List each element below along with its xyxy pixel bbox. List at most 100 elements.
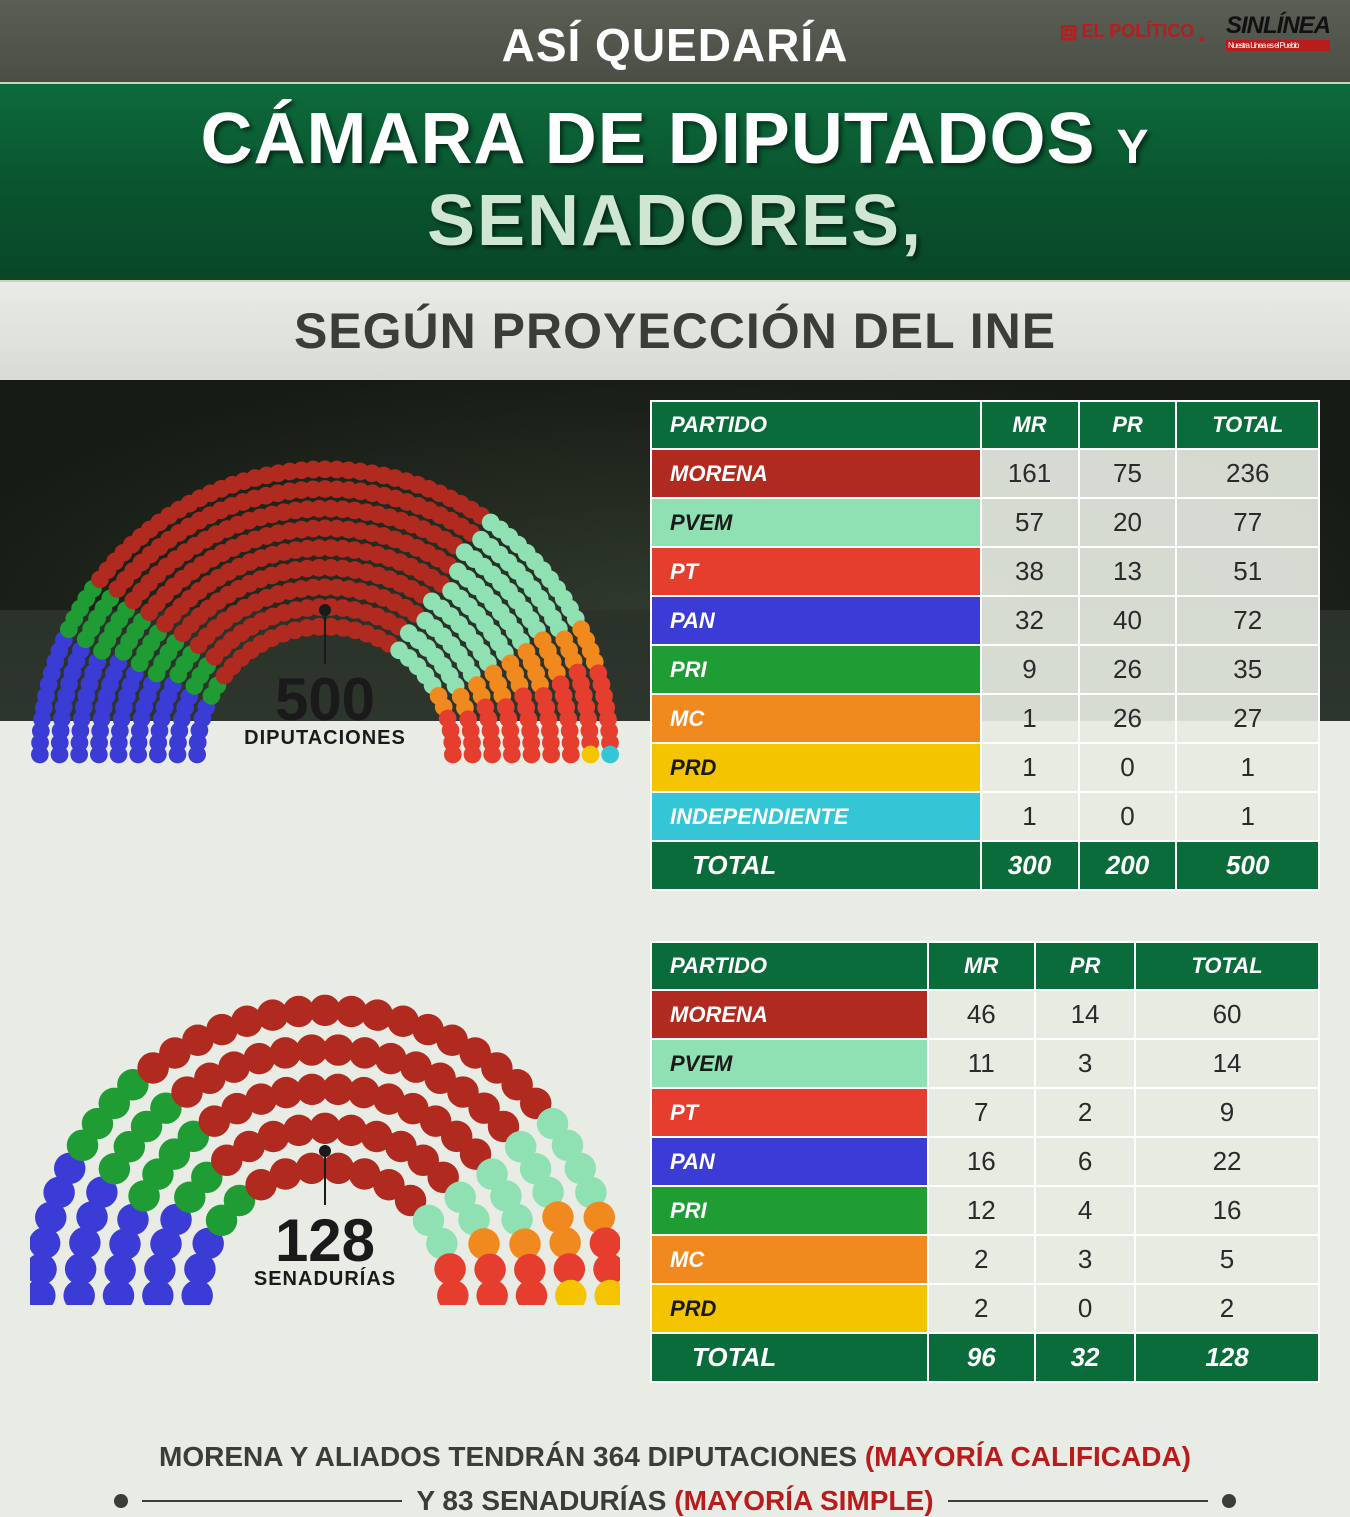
table-row: PAN324072 <box>651 596 1319 645</box>
value-cell: 60 <box>1135 990 1319 1039</box>
party-cell: PRD <box>651 1284 928 1333</box>
table-footer-row: TOTAL9632128 <box>651 1333 1319 1382</box>
total-cell: 96 <box>928 1333 1036 1382</box>
value-cell: 57 <box>981 498 1079 547</box>
party-cell: MC <box>651 1235 928 1284</box>
seat-dot <box>549 1227 580 1258</box>
value-cell: 1 <box>981 743 1079 792</box>
total-cell: 32 <box>1035 1333 1135 1382</box>
seat-dot <box>601 746 619 764</box>
party-cell: MORENA <box>651 990 928 1039</box>
table-row: PRD202 <box>651 1284 1319 1333</box>
seat-dot <box>434 1253 465 1284</box>
seat-dot <box>542 746 560 764</box>
value-cell: 51 <box>1176 547 1319 596</box>
table-row: MC12627 <box>651 694 1319 743</box>
seat-dot <box>323 1153 354 1184</box>
hemicycle-diputados-label: 500 DIPUTACIONES <box>244 673 406 750</box>
party-cell: PT <box>651 547 981 596</box>
value-cell: 26 <box>1079 645 1177 694</box>
logos: ⧈ EL POLÍTICO . SINLÍNEA Nuestra Línea e… <box>1060 12 1330 51</box>
col-partido: PARTIDO <box>651 401 981 449</box>
header: ⧈ EL POLÍTICO . SINLÍNEA Nuestra Línea e… <box>0 0 1350 380</box>
value-cell: 14 <box>1035 990 1135 1039</box>
footer-dot-icon <box>114 1494 128 1508</box>
diputados-count: 500 <box>244 673 406 727</box>
seat-dot <box>437 1280 468 1306</box>
col-pr: PR <box>1079 401 1177 449</box>
title-line-2: SENADORES, <box>0 180 1350 262</box>
party-cell: INDEPENDIENTE <box>651 792 981 841</box>
table-row: PAN16622 <box>651 1137 1319 1186</box>
footer-dot-icon <box>1222 1494 1236 1508</box>
table-row: MC235 <box>651 1235 1319 1284</box>
value-cell: 3 <box>1035 1039 1135 1088</box>
value-cell: 2 <box>928 1284 1036 1333</box>
footer-note-1: MORENA Y ALIADOS TENDRÁN 364 DIPUTACIONE… <box>30 1433 1320 1481</box>
seat-dot <box>243 1043 274 1074</box>
footer-line2-highlight: (MAYORÍA SIMPLE) <box>674 1485 933 1516</box>
col-mr: MR <box>981 401 1079 449</box>
party-cell: MC <box>651 694 981 743</box>
total-cell: 300 <box>981 841 1079 890</box>
logo-sinlinea: SINLÍNEA Nuestra Línea es el Pueblo <box>1226 12 1330 51</box>
footer-line2-text: Y 83 SENADURÍAS <box>416 1485 674 1516</box>
table-header-row: PARTIDOMRPRTOTAL <box>651 942 1319 990</box>
value-cell: 12 <box>928 1186 1036 1235</box>
value-cell: 16 <box>928 1137 1036 1186</box>
logo-politico-icon: ⧈ <box>1060 15 1078 48</box>
seat-dot <box>349 1037 380 1068</box>
footer-note-2: Y 83 SENADURÍAS (MAYORÍA SIMPLE) <box>416 1485 933 1517</box>
value-cell: 2 <box>1135 1284 1319 1333</box>
value-cell: 27 <box>1176 694 1319 743</box>
total-cell: 200 <box>1079 841 1177 890</box>
logo-sinlinea-text: SINLÍNEA <box>1226 12 1330 39</box>
seat-dot <box>523 746 541 764</box>
party-cell: PVEM <box>651 1039 928 1088</box>
seat-dot <box>464 746 482 764</box>
total-cell: 128 <box>1135 1333 1319 1382</box>
total-label: TOTAL <box>651 1333 928 1382</box>
value-cell: 22 <box>1135 1137 1319 1186</box>
value-cell: 9 <box>1135 1088 1319 1137</box>
logo-el-politico: ⧈ EL POLÍTICO . <box>1060 15 1206 48</box>
value-cell: 236 <box>1176 449 1319 498</box>
party-cell: PT <box>651 1088 928 1137</box>
value-cell: 77 <box>1176 498 1319 547</box>
party-cell: PRI <box>651 1186 928 1235</box>
value-cell: 6 <box>1035 1137 1135 1186</box>
table-header-row: PARTIDOMRPRTOTAL <box>651 401 1319 449</box>
hemicycle-diputados: 500 DIPUTACIONES <box>30 400 620 764</box>
value-cell: 1 <box>1176 792 1319 841</box>
table-row: PRI12416 <box>651 1186 1319 1235</box>
value-cell: 11 <box>928 1039 1036 1088</box>
diputados-word: DIPUTACIONES <box>244 727 406 750</box>
col-pr: PR <box>1035 942 1135 990</box>
value-cell: 26 <box>1079 694 1177 743</box>
value-cell: 1 <box>981 792 1079 841</box>
title-band: CÁMARA DE DIPUTADOS Y SENADORES, <box>0 82 1350 282</box>
seat-dot <box>270 1158 301 1189</box>
logo-sinlinea-tagline: Nuestra Línea es el Pueblo <box>1226 40 1330 51</box>
value-cell: 35 <box>1176 645 1319 694</box>
table-row: PRD101 <box>651 743 1319 792</box>
table-row: PT381351 <box>651 547 1319 596</box>
value-cell: 16 <box>1135 1186 1319 1235</box>
party-cell: PRD <box>651 743 981 792</box>
party-cell: PAN <box>651 1137 928 1186</box>
seat-dot <box>582 746 600 764</box>
value-cell: 2 <box>928 1235 1036 1284</box>
main-area: 500 DIPUTACIONES PARTIDOMRPRTOTAL MORENA… <box>0 380 1350 1517</box>
table-row: INDEPENDIENTE101 <box>651 792 1319 841</box>
seat-dot <box>593 1253 620 1284</box>
value-cell: 38 <box>981 547 1079 596</box>
seat-dot <box>562 746 580 764</box>
total-cell: 500 <box>1176 841 1319 890</box>
seat-dot <box>483 746 501 764</box>
footer-line-right <box>948 1500 1208 1502</box>
table-row: PT729 <box>651 1088 1319 1137</box>
senadores-word: SENADURÍAS <box>254 1268 396 1291</box>
col-total: TOTAL <box>1135 942 1319 990</box>
hemicycle-senadores-label: 128 SENADURÍAS <box>254 1214 396 1291</box>
hemicycle-pointer <box>324 614 326 664</box>
